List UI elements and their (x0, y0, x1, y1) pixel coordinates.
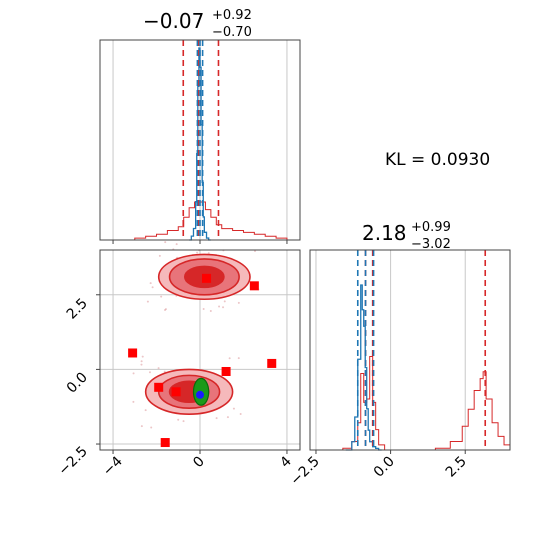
sample-point (146, 300, 149, 303)
sample-point (163, 370, 166, 373)
red-square-marker (221, 366, 231, 376)
blue-histogram (345, 284, 382, 451)
marginal-x2-title-minus: −3.02 (411, 237, 451, 252)
sample-point (164, 241, 167, 244)
sample-point (228, 357, 231, 360)
blue-histogram (189, 47, 211, 241)
sample-point (132, 372, 135, 375)
marginal-x2-title: 2.18 +0.99 −3.02 (362, 220, 451, 252)
sample-point (141, 355, 144, 358)
marginal-x2-title-plus: +0.99 (411, 220, 451, 235)
sample-point (140, 425, 143, 428)
sample-point (223, 300, 226, 303)
joint-x-tick-label: −4 (100, 453, 126, 479)
sample-point (237, 301, 240, 304)
marginal-x2-tick-labels: −2.5 0.0 2.5 (287, 454, 469, 489)
sample-point (149, 282, 152, 285)
sample-point (148, 371, 151, 374)
sample-point (196, 251, 199, 254)
joint-x-tick-label: 4 (277, 453, 295, 471)
sample-point (140, 363, 143, 366)
sample-point (237, 357, 240, 360)
sample-point (207, 252, 210, 255)
marginal-x2-tick-label: 2.5 (443, 454, 470, 481)
marginal-x1-title-value: −0.07 (143, 9, 204, 33)
marginal-x1-title-plus: +0.92 (212, 8, 252, 23)
sample-point (151, 286, 154, 289)
joint-y-tick-labels: 2.5 0.0 −2.5 (55, 296, 90, 479)
red-square-marker (160, 438, 170, 448)
red-square-marker (202, 273, 212, 283)
red-square-marker (171, 387, 181, 397)
joint-panel (96, 241, 301, 454)
sample-point (182, 420, 185, 423)
kl-divergence-label: KL = 0.0930 (385, 150, 490, 170)
sample-point (226, 416, 229, 419)
sample-point (218, 305, 221, 308)
joint-y-tick-label: 2.5 (64, 296, 91, 323)
sample-point (202, 307, 205, 310)
red-square-marker (267, 358, 277, 368)
marginal-x2-tick-label: 0.0 (371, 454, 398, 481)
joint-y-tick-label: −2.5 (55, 444, 90, 479)
sample-point (232, 407, 235, 410)
sample-point (215, 417, 218, 420)
sample-point (157, 367, 160, 370)
blue-point (196, 390, 204, 399)
marginal-x2-frame (309, 249, 511, 451)
red-square-marker (154, 382, 164, 392)
marginal-x1-panel (99, 39, 301, 244)
sample-point (175, 243, 178, 246)
sample-point (209, 309, 212, 312)
sample-point (239, 413, 242, 416)
marginal-x2-tick-label: −2.5 (287, 454, 322, 489)
sample-point (144, 409, 147, 412)
marginal-x1-title-minus: −0.70 (212, 25, 252, 40)
red-square-marker (128, 348, 138, 358)
red-square-marker (249, 281, 259, 291)
sample-point (132, 400, 135, 403)
sample-point (150, 426, 153, 429)
sample-point (164, 309, 167, 312)
marginal-x1-title: −0.07 +0.92 −0.70 (143, 8, 252, 40)
sample-point (160, 295, 163, 298)
sample-point (222, 306, 225, 309)
joint-y-tick-label: 0.0 (64, 370, 91, 397)
joint-x-tick-labels: −4 0 4 (100, 453, 295, 479)
red-histogram (113, 201, 288, 241)
sample-point (158, 254, 161, 257)
joint-x-tick-label: 0 (190, 454, 208, 472)
sample-point (140, 360, 143, 363)
sample-point (177, 418, 180, 421)
sample-point (254, 250, 257, 253)
marginal-x2-title-value: 2.18 (362, 221, 407, 245)
marginal-x2-panel (309, 249, 511, 454)
